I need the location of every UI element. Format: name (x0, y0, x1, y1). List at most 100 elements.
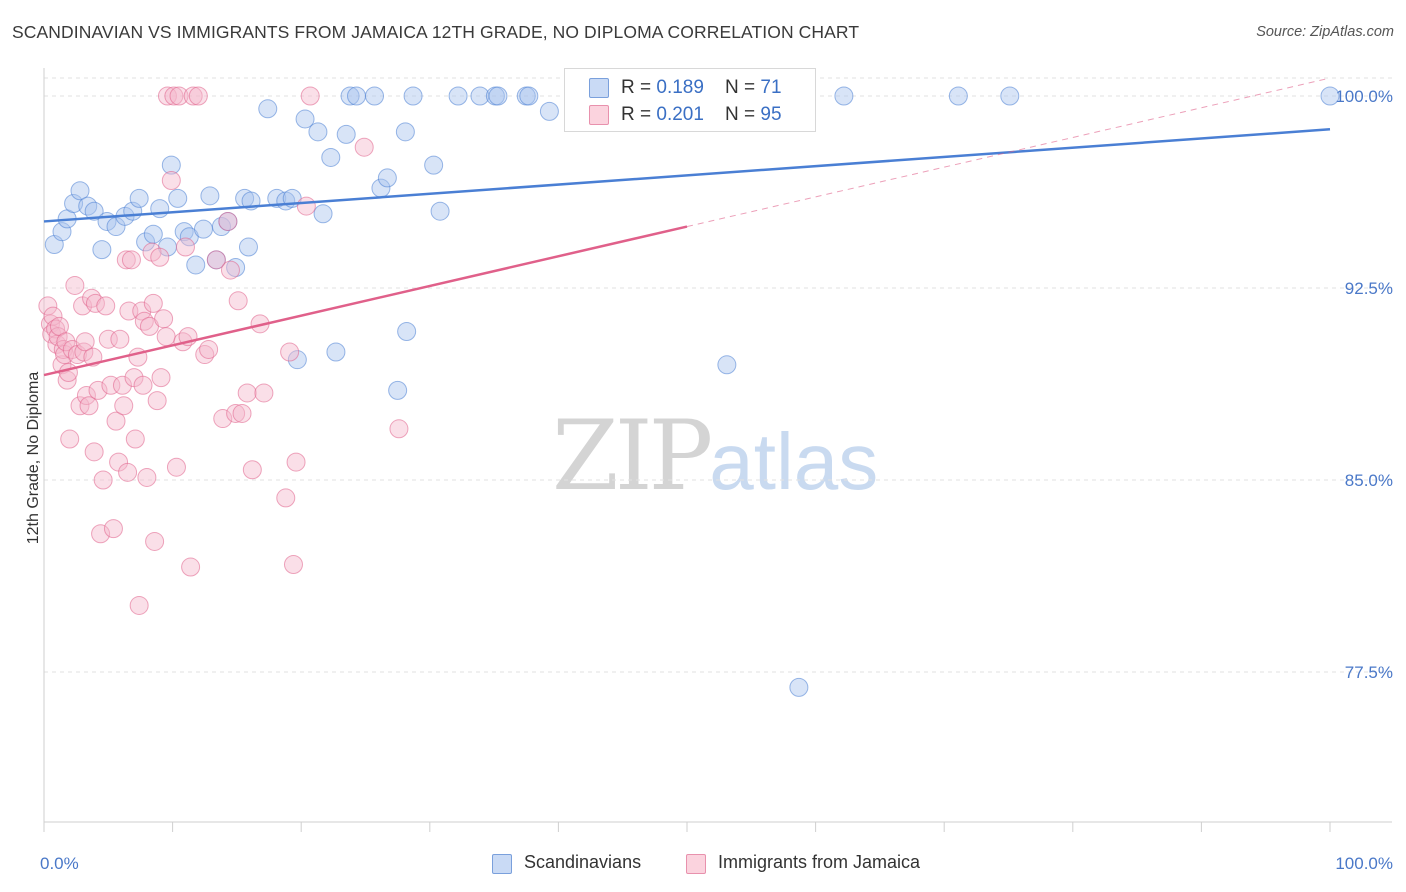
jamaica-point (65, 275, 85, 295)
legend-stats-scandinavians: R = 0.189 N = 71 (621, 77, 782, 99)
jamaica-point (145, 531, 165, 551)
jamaica-point (74, 342, 94, 362)
y-tick-label: 92.5% (1345, 279, 1393, 298)
jamaica-trend-line (43, 225, 688, 377)
scandinavian-point (346, 86, 366, 106)
jamaica-point (88, 380, 108, 400)
scandinavian-point (1320, 86, 1340, 106)
jamaica-point (75, 332, 95, 352)
jamaica-point (237, 383, 257, 403)
chart-title: SCANDINAVIAN VS IMMIGRANTS FROM JAMAICA … (12, 22, 860, 42)
jamaica-point (242, 460, 262, 480)
scandinavian-point (377, 168, 397, 188)
jamaica-point (57, 370, 77, 390)
jamaica-point (218, 211, 238, 231)
scandinavian-point (834, 86, 854, 106)
jamaica-point (143, 293, 163, 313)
scandinavian-point (336, 124, 356, 144)
scandinavian-point (321, 147, 341, 167)
series-legend-scandinavians: Scandinavians (492, 852, 642, 874)
jamaica-point (254, 383, 274, 403)
scandinavian-point (226, 258, 246, 278)
scandinavian-point (150, 199, 170, 219)
trend-lines (43, 77, 1331, 377)
scandinavian-point (340, 86, 360, 106)
series-label-jamaica: Immigrants from Jamaica (718, 852, 921, 872)
scandinavian-point (365, 86, 385, 106)
jamaica-point (166, 457, 186, 477)
jamaica-point (56, 332, 76, 352)
jamaica-point (164, 86, 184, 106)
legend-r-value: 0.189 (656, 77, 704, 98)
jamaica-point (134, 311, 154, 331)
y-tick-label: 77.5% (1345, 663, 1393, 682)
series-legend-jamaica: Immigrants from Jamaica (686, 852, 921, 874)
scandinavian-point (84, 201, 104, 221)
scandinavian-point (129, 188, 149, 208)
jamaica-point (226, 403, 246, 423)
jamaica-point (300, 86, 320, 106)
y-axis-label: 12th Grade, No Diploma (25, 372, 42, 545)
source-label: Source: ZipAtlas.com (1256, 24, 1394, 40)
scandinavian-point (92, 240, 112, 260)
scandinavian-point (313, 204, 333, 224)
scandinavian-point (295, 109, 315, 129)
scandinavian-point (403, 86, 423, 106)
ticks: 100.0% 92.5% 85.0% 77.5% 0.0% 100.0% (40, 87, 1393, 873)
scandinavian-point (174, 222, 194, 242)
scandinavian-point (211, 217, 231, 237)
jamaica-point (116, 250, 136, 270)
jamaica-point (276, 488, 296, 508)
scandinavian-point (136, 232, 156, 252)
jamaica-point (151, 368, 171, 388)
jamaica-point (93, 470, 113, 490)
scandinavian-point (395, 122, 415, 142)
jamaica-point (296, 196, 316, 216)
y-tick-label: 85.0% (1345, 471, 1393, 490)
scandinavian-point (326, 342, 346, 362)
data-points (38, 86, 1340, 697)
jamaica-point (183, 86, 203, 106)
scandinavian-point (238, 237, 258, 257)
correlation-legend: R = 0.189 N = 71 R = 0.201 N = 95 (564, 68, 816, 132)
scandinavian-point (430, 201, 450, 221)
jamaica-point (121, 250, 141, 270)
scandinavian-point (287, 350, 307, 370)
legend-n-value: 95 (760, 104, 782, 125)
jamaica-point (199, 339, 219, 359)
jamaica-point (389, 419, 409, 439)
jamaica-point (101, 375, 121, 395)
scandinavian-point (258, 99, 278, 119)
x-tick-label: 100.0% (1335, 854, 1393, 873)
scandinavian-point (161, 155, 181, 175)
jamaica-point (195, 345, 215, 365)
scandinavian-point (948, 86, 968, 106)
jamaica-point (96, 296, 116, 316)
jamaica-point (114, 396, 134, 416)
jamaica-point (91, 524, 111, 544)
series-label-scandinavians: Scandinavians (524, 852, 642, 872)
jamaica-point (157, 86, 177, 106)
jamaica-point (98, 329, 118, 349)
legend-n-value: 71 (760, 77, 782, 98)
legend-n-label: N = (725, 77, 761, 98)
legend-r-value: 0.201 (656, 104, 704, 125)
scandinavian-point (1000, 86, 1020, 106)
scandinavian-point (52, 222, 72, 242)
jamaica-point (213, 409, 233, 429)
watermark-atlas: atlas (709, 417, 879, 506)
legend-r-label: R = (621, 104, 657, 125)
jamaica-point (228, 291, 248, 311)
jamaica-point (156, 327, 176, 347)
jamaica-point (181, 557, 201, 577)
jamaica-point (110, 329, 130, 349)
axes (43, 68, 1392, 832)
jamaica-point (118, 462, 138, 482)
scandinavian-point (488, 86, 508, 106)
legend-n-label: N = (725, 104, 761, 125)
grid-lines (44, 77, 1392, 673)
jamaica-point (150, 247, 170, 267)
jamaica-point (154, 309, 174, 329)
scandinavian-point (143, 224, 163, 244)
scandinavian-point (186, 255, 206, 275)
